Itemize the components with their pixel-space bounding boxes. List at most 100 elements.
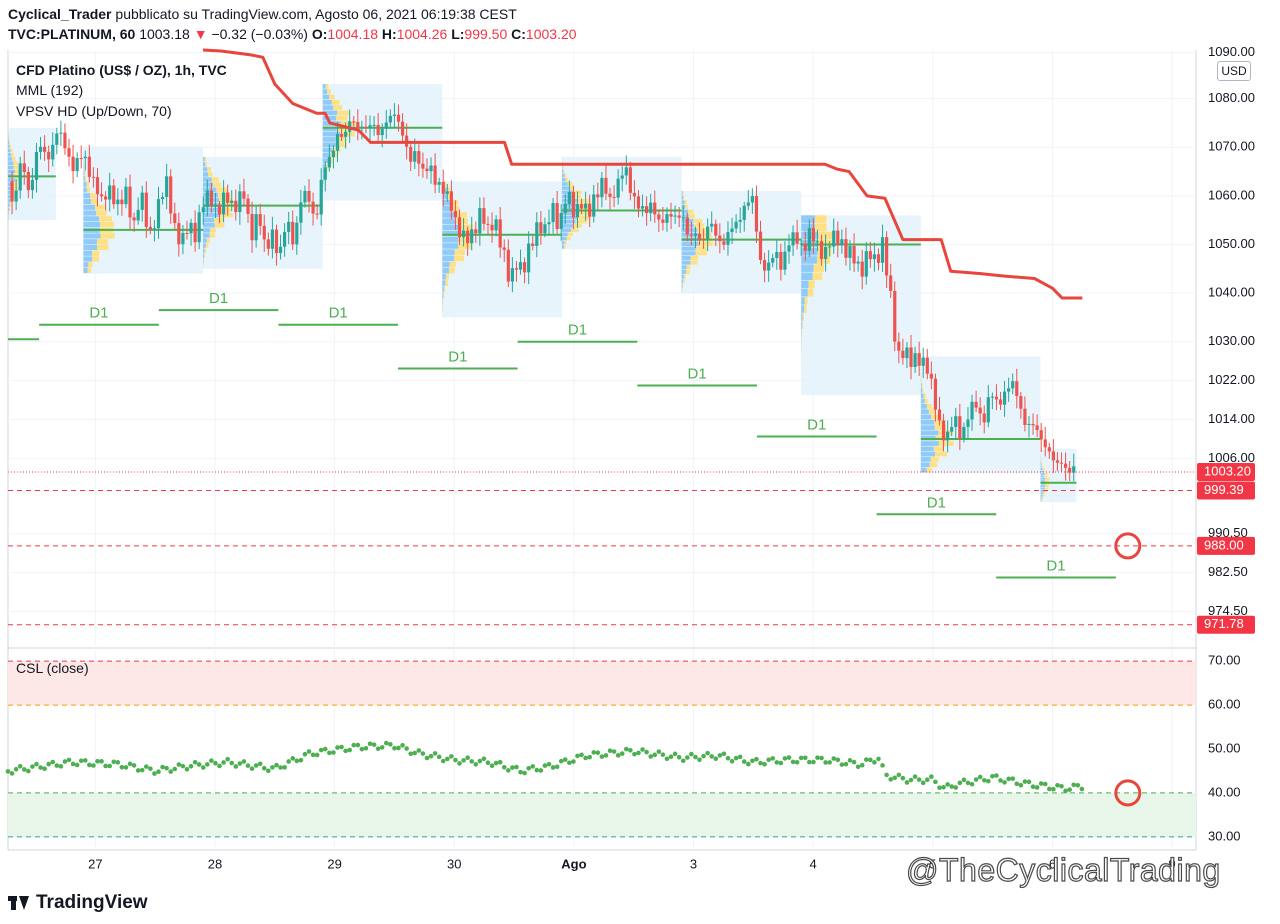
csl-dot <box>863 757 869 762</box>
price-badge[interactable] <box>1197 536 1255 555</box>
legend-vpsv[interactable]: VPSV HD (Up/Down, 70) <box>16 103 172 119</box>
candle-body <box>478 208 482 234</box>
overlay-layer: D1 D1 D1 D1 D1 D1 D1 D1 D1 <box>5 48 1196 807</box>
time-tick-label[interactable]: 28 <box>208 856 222 871</box>
last-price: 1003.18 <box>139 26 190 42</box>
time-tick-label[interactable]: 30 <box>447 856 461 871</box>
csl-tick-label[interactable]: 70.00 <box>1208 653 1241 668</box>
candle-body <box>848 245 852 258</box>
circle-marker-csl <box>1114 779 1142 807</box>
vp-bar-down <box>205 243 209 248</box>
csl-dot <box>217 763 222 769</box>
csl-dot <box>205 762 210 767</box>
price-tick-label[interactable]: 1060.00 <box>1208 187 1255 202</box>
time-tick-label[interactable]: 29 <box>327 856 341 871</box>
legend-mml[interactable]: MML (192) <box>16 82 84 98</box>
vp-bar-down <box>10 148 13 153</box>
price-tick-label[interactable]: 1050.00 <box>1208 236 1255 251</box>
tradingview-logo[interactable]: TradingView <box>8 892 148 914</box>
candle-body <box>828 246 832 248</box>
vp-bar-up <box>442 292 444 299</box>
csl-tick-label[interactable]: 50.00 <box>1208 740 1241 755</box>
csl-dot <box>603 753 609 758</box>
price-badge[interactable] <box>1197 463 1255 482</box>
price-tick-label[interactable]: 1070.00 <box>1208 139 1255 154</box>
price-tick-label[interactable]: 982.50 <box>1208 564 1248 579</box>
candle-body <box>584 203 588 209</box>
author-name[interactable]: Cyclical_Trader <box>8 6 112 22</box>
time-tick-label[interactable]: 27 <box>88 856 102 871</box>
price-tick-label[interactable]: 1022.00 <box>1208 372 1255 387</box>
csl-tick-label[interactable]: 30.00 <box>1208 828 1241 843</box>
csl-dot <box>371 742 377 747</box>
price-badge[interactable] <box>1197 481 1255 500</box>
price-badge-label[interactable]: 999.39 <box>1204 482 1244 497</box>
vp-bar-up <box>561 215 578 220</box>
candle-body <box>588 203 592 217</box>
vp-bar-up <box>8 169 16 174</box>
axis-layer[interactable]: 1080.00 1070.00 1060.00 1050.00 1040.00 1030.… <box>88 44 1255 872</box>
chart-legend-title[interactable]: CFD Platino (US$ / OZ), 1h, TVC <box>16 62 227 78</box>
candle-body <box>628 167 632 193</box>
csl-dot <box>1047 786 1052 792</box>
candle-body <box>657 214 661 220</box>
vp-bar-up <box>801 272 813 281</box>
price-tick-label[interactable]: 1040.00 <box>1208 285 1255 300</box>
candle-body <box>535 222 539 246</box>
candle-body <box>120 199 124 205</box>
price-tick-label[interactable]: 990.50 <box>1208 525 1248 540</box>
currency-button[interactable]: USD <box>1217 61 1251 81</box>
price-tick-label[interactable]: 1090.00 <box>1208 44 1255 59</box>
vp-bar-up <box>83 267 88 274</box>
vp-bar-up <box>83 170 85 176</box>
time-tick-label[interactable]: Ago <box>561 856 586 871</box>
symbol-label[interactable]: TVC:PLATINUM, 60 <box>8 26 136 42</box>
price-tick-label[interactable]: 1006.00 <box>1208 450 1255 465</box>
candle-body <box>258 214 262 226</box>
candle-body <box>197 212 201 243</box>
csl-dot <box>1079 786 1085 792</box>
csl-tick-label[interactable]: 60.00 <box>1208 697 1241 712</box>
price-badge-label[interactable]: 971.78 <box>1204 616 1244 631</box>
price-badge-label[interactable]: 988.00 <box>1204 537 1244 552</box>
price-tick-label[interactable]: 1030.00 <box>1208 333 1255 348</box>
csl-dot <box>807 759 812 765</box>
time-tick-label[interactable]: 4 <box>810 856 817 871</box>
candle-layer[interactable] <box>10 103 1076 482</box>
candle-body <box>596 194 600 198</box>
csl-dot <box>811 759 816 765</box>
price-badge-label[interactable]: 1003.20 <box>1204 463 1251 478</box>
legend-csl[interactable]: CSL (close) <box>16 660 89 676</box>
candle-body <box>555 203 559 230</box>
vp-bar-down <box>933 446 945 452</box>
candle-body <box>449 191 453 211</box>
vp-bar-down <box>1043 475 1047 478</box>
vp-bar-down <box>1041 499 1043 502</box>
price-tick-label[interactable]: 1080.00 <box>1208 90 1255 105</box>
candle-body <box>905 347 909 359</box>
candle-body <box>490 224 494 231</box>
csl-dot <box>310 752 316 758</box>
vp-bar-up <box>561 186 569 190</box>
time-tick-label[interactable]: 6 <box>1049 856 1056 871</box>
vp-bar-up <box>203 253 204 259</box>
price-tick-label[interactable]: 1014.00 <box>1208 411 1255 426</box>
vp-bar-up <box>203 223 215 228</box>
csl-tick-label[interactable]: 40.00 <box>1208 784 1241 799</box>
candle-body <box>217 205 222 215</box>
price-tick-label[interactable]: 974.50 <box>1208 603 1248 618</box>
csl-dot <box>213 760 218 766</box>
time-tick-label[interactable]: 5 <box>929 856 936 871</box>
csl-dot <box>924 777 930 782</box>
csl-dot <box>322 746 328 752</box>
vp-bar-up <box>83 164 84 170</box>
vp-bar-up <box>442 274 446 280</box>
time-tick-label[interactable]: 9 <box>1168 856 1175 871</box>
csl-dot <box>701 753 706 759</box>
csl-dot <box>880 763 885 768</box>
candle-body <box>380 128 384 136</box>
time-tick-label[interactable]: 3 <box>690 856 697 871</box>
candle-body <box>909 347 913 367</box>
price-badge[interactable] <box>1197 615 1255 634</box>
